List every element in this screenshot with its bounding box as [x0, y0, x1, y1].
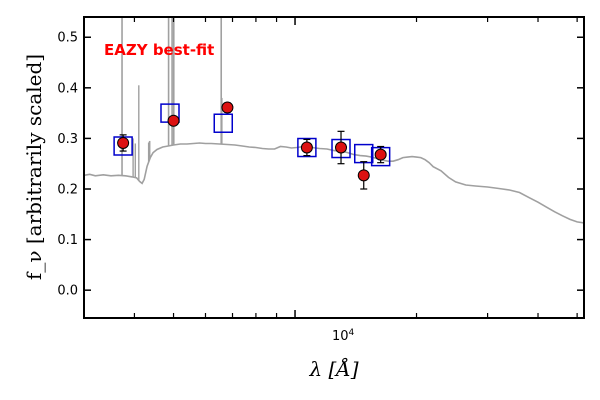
y-tick-label: 0.2 [57, 183, 78, 198]
observed-photometry-point [117, 136, 130, 149]
observed-photometry-point [300, 141, 313, 154]
plot-frame [83, 16, 585, 319]
y-tick-label: 0.4 [57, 81, 78, 96]
y-tick-label: 0.1 [57, 233, 78, 248]
model-photometry-square [297, 137, 317, 158]
x-axis-title: λ [Å] [308, 356, 358, 381]
observed-photometry-point [374, 148, 387, 161]
observed-photometry-point [221, 101, 234, 114]
y-tick-label: 0.0 [57, 284, 78, 299]
y-tick-label: 0.5 [57, 31, 78, 46]
annotation-label: EAZY best-fit [104, 41, 214, 59]
observed-photometry-point [357, 169, 370, 182]
observed-photometry-point [167, 114, 180, 127]
observed-photometry-point [335, 141, 348, 154]
model-photometry-square [213, 113, 234, 133]
y-axis-title: f_ν [arbitrarily scaled] [22, 54, 46, 280]
y-tick-label: 0.3 [57, 132, 78, 147]
